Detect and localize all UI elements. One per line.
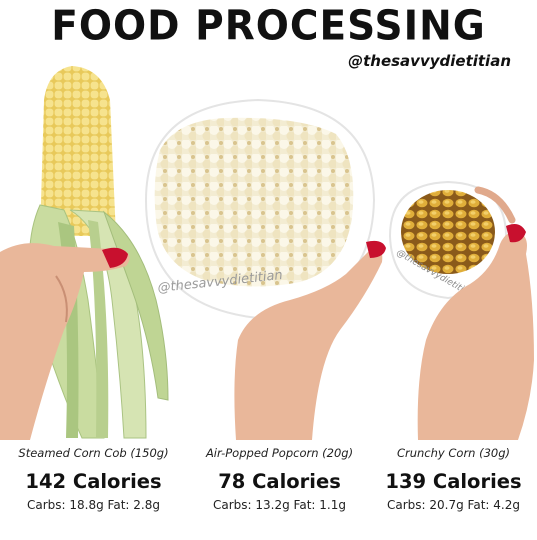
food-photo: @thesavvydietitian @thesavvydietitian [0,66,534,440]
calorie-count: 139 Calories [385,470,522,493]
food-name: Crunchy Corn (30g) [396,446,511,460]
author-handle: @thesavvydietitian [348,52,511,70]
page-title: FOOD PROCESSING [51,2,486,51]
item-column-popcorn: Air-Popped Popcorn (20g) 78 Calories Car… [190,446,369,512]
item-column-crunchy-corn: Crunchy Corn (30g) 139 Calories Carbs: 2… [364,446,537,512]
fingernail [102,247,128,268]
crunchy-corn [401,190,495,274]
corn-husk [88,220,109,438]
corn-husk [102,210,169,401]
macro-info: Carbs: 18.8g Fat: 2.8g [27,498,160,512]
fingernail [506,224,526,243]
finger-crease [55,275,68,323]
popcorn-bowl-image: @thesavvydietitian [144,98,386,440]
item-column-corn-cob: Steamed Corn Cob (150g) 142 Calories Car… [4,446,183,512]
popcorn [154,117,354,287]
macro-info: Carbs: 13.2g Fat: 1.1g [213,498,346,512]
hand [234,247,383,440]
thumb [474,186,516,224]
calorie-count: 78 Calories [218,470,341,493]
food-name: Steamed Corn Cob (150g) [18,446,169,460]
food-name: Air-Popped Popcorn (20g) [205,446,354,460]
corn-kernels [40,66,116,236]
fingernail [366,240,386,258]
calorie-count: 142 Calories [25,470,162,493]
hand [417,231,534,440]
macro-info: Carbs: 20.7g Fat: 4.2g [387,498,520,512]
crunchy-corn-bowl-image: @thesavvydietitian [388,180,534,440]
hand [0,243,130,440]
corn-cob-image [0,66,169,440]
